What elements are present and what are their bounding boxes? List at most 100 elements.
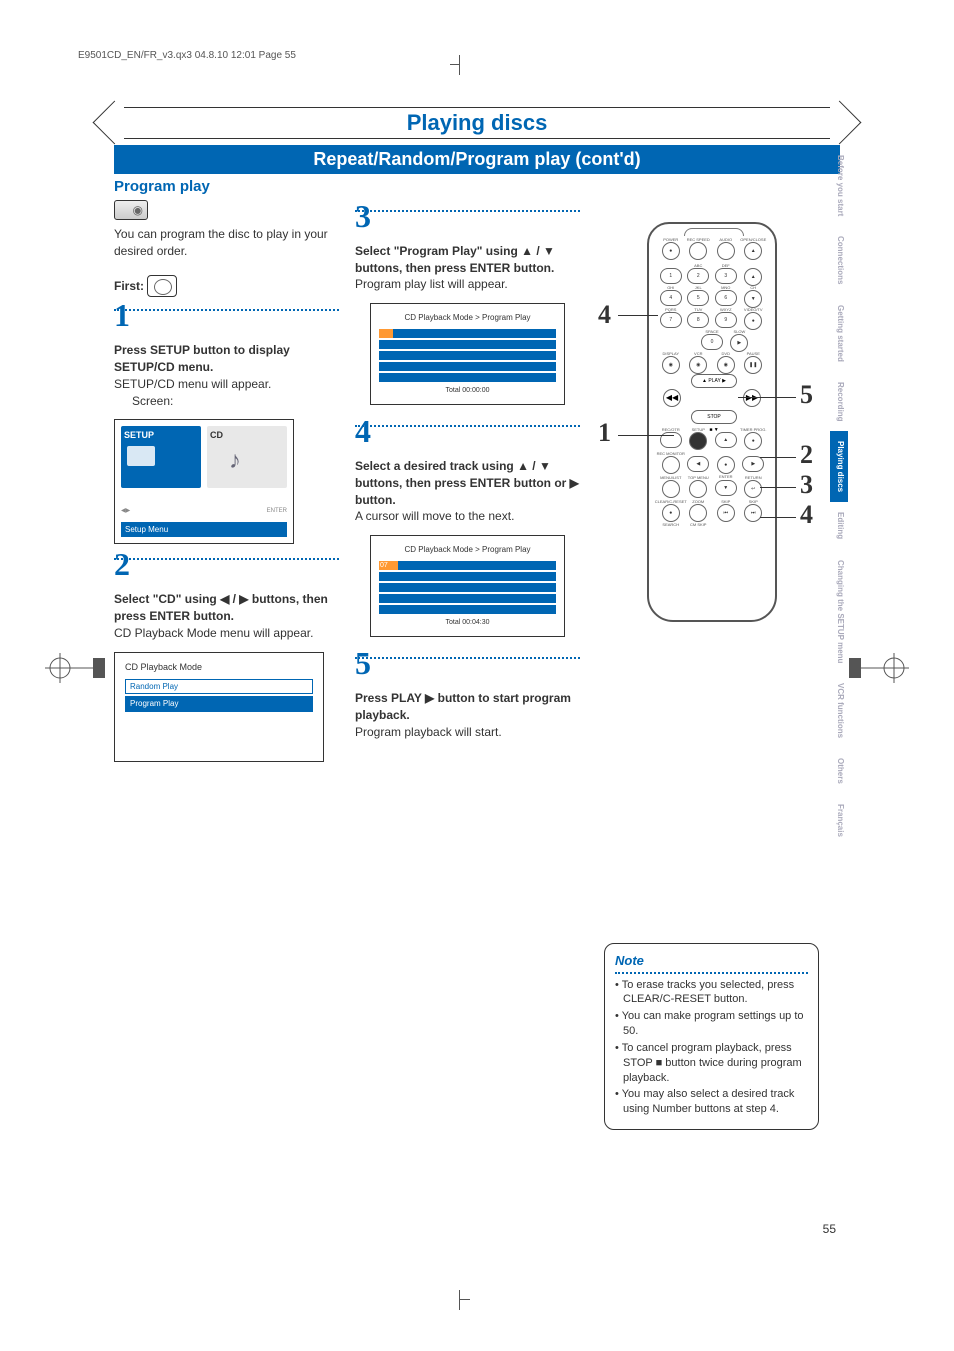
play-button: ▲ PLAY ▶ — [691, 374, 737, 388]
step-number-2: 2 — [114, 542, 339, 587]
program-screen-2: CD Playback Mode > Program Play Total 00… — [370, 535, 565, 637]
step-4-head: Select a desired track using ▲ / ▼ butto… — [355, 458, 580, 508]
step-5-head: Press PLAY ▶ button to start program pla… — [355, 690, 580, 724]
num-5: JKL5 — [687, 290, 709, 306]
timer-button: TIMER PROG.● — [744, 432, 762, 450]
callout-line — [618, 315, 658, 316]
stop-button: STOP■ ▼ — [691, 410, 737, 424]
video-tv: VIDEO/TV● — [744, 312, 762, 330]
cd-mode-item-selected: Program Play — [125, 696, 313, 711]
cd-disc-icon — [114, 200, 148, 220]
prog-row — [379, 351, 556, 360]
cd-mode-screen: CD Playback Mode Random Play Program Pla… — [114, 652, 324, 762]
step-1-body: SETUP/CD menu will appear. — [114, 376, 339, 393]
step-2-body: CD Playback Mode menu will appear. — [114, 625, 339, 642]
callout-5: 5 — [800, 380, 813, 410]
menulist: MENU/LIST — [662, 480, 680, 498]
page-header-text: E9501CD_EN/FR_v3.qx3 04.8.10 12:01 Page … — [78, 50, 296, 61]
zoom-button: ZOOMCM SKIP — [689, 504, 707, 522]
registration-mark-right — [849, 653, 909, 683]
num-2: ABC2 — [687, 268, 709, 284]
cd-tile: CD — [207, 426, 287, 488]
title-banner: Playing discs — [114, 107, 840, 139]
num-0: SPACE0 — [701, 334, 723, 350]
setup-screen-illustration: SETUP CD ◀▶ENTER Setup Menu — [114, 419, 294, 544]
main-title: Playing discs — [407, 110, 548, 136]
note-item: You may also select a desired track usin… — [615, 1087, 808, 1117]
return-button: RETURN↩ — [744, 480, 762, 498]
callout-3: 3 — [800, 470, 813, 500]
callout-4: 4 — [800, 500, 813, 530]
num-4: GHI4 — [660, 290, 682, 306]
step-number-5: 5 — [355, 641, 580, 686]
callout-1: 1 — [598, 418, 611, 448]
callout-line — [760, 517, 796, 518]
setup-tile: SETUP — [121, 426, 201, 488]
ch-down: CH▼ — [744, 290, 762, 308]
prog1-title: CD Playback Mode > Program Play — [379, 312, 556, 323]
display-button: DISPLAY◉ — [662, 356, 680, 374]
side-tab: Changing the SETUP menu — [830, 550, 848, 673]
callout-line — [760, 487, 796, 488]
num-9: WXYZ9 — [715, 312, 737, 328]
enter-button: ENTER● — [717, 456, 735, 474]
dpad: ▲ PLAY ▶ STOP■ ▼ — [689, 374, 739, 424]
slow-button: SLOW▶ — [730, 334, 748, 352]
side-tab: Getting started — [830, 295, 848, 372]
registration-mark-left — [45, 653, 105, 683]
power-button: POWER● — [662, 242, 680, 260]
side-tab: Recording — [830, 372, 848, 432]
dvd-button: DVD◉ — [717, 356, 735, 374]
rec-speed-button: REC SPEED — [689, 242, 707, 260]
note-item: To erase tracks you selected, press CLEA… — [615, 978, 808, 1008]
num-3: DEF3 — [715, 268, 737, 284]
step-3-head: Select "Program Play" using ▲ / ▼ button… — [355, 243, 580, 277]
prog2-title: CD Playback Mode > Program Play — [379, 544, 556, 555]
cd-mode-title: CD Playback Mode — [125, 661, 313, 674]
page-number: 55 — [823, 1222, 836, 1236]
audio-button: AUDIO — [717, 242, 735, 260]
dvd-button-icon — [147, 275, 177, 297]
down-arrow: ▼ — [715, 480, 737, 496]
side-tab: Others — [830, 748, 848, 794]
forward-button: ▶▶ — [743, 389, 761, 407]
num-7: PQRS7 — [660, 312, 682, 328]
side-tab: Playing discs — [830, 431, 848, 502]
side-tab: Before you start — [830, 145, 848, 226]
skip-back: SKIP⏮ — [717, 504, 735, 522]
note-title: Note — [615, 952, 808, 970]
side-tab: Connections — [830, 226, 848, 294]
pause-button: PAUSE❚❚ — [744, 356, 762, 374]
note-item: You can make program settings up to 50. — [615, 1009, 808, 1039]
up-arrow: ▲ — [715, 432, 737, 448]
callout-4-left: 4 — [598, 300, 611, 330]
step-5-body: Program playback will start. — [355, 724, 580, 741]
clear-button: CLEAR/C-RESET●SEARCH — [662, 504, 680, 522]
note-separator — [615, 972, 808, 974]
ch-up: ▲ — [744, 268, 762, 286]
prog-row — [379, 605, 556, 614]
side-tab: Français — [830, 794, 848, 847]
left-arrow: ◀ — [687, 456, 709, 472]
prog-row — [379, 340, 556, 349]
remote-illustration: POWER● REC SPEED AUDIO OPEN/CLOSE▲ 1 ABC… — [627, 222, 797, 622]
prog-row — [379, 561, 556, 570]
rec-monitor: REC MONITOR — [662, 456, 680, 474]
intro-text: You can program the disc to play in your… — [114, 226, 339, 260]
right-arrow: ▶ — [742, 456, 764, 472]
note-item: To cancel program playback, press STOP ■… — [615, 1041, 808, 1086]
section-title: Program play — [114, 178, 210, 195]
side-tab: Editing — [830, 502, 848, 549]
prog2-total: Total 00:04:30 — [379, 618, 556, 628]
num-8: TUV8 — [687, 312, 709, 328]
side-tabs: Before you startConnectionsGetting start… — [830, 145, 848, 847]
prog-row — [379, 572, 556, 581]
screen-label: Screen: — [132, 393, 339, 410]
step-number-4: 4 — [355, 409, 580, 454]
skip-fwd: SKIP⏭ — [744, 504, 762, 522]
side-tab: VCR functions — [830, 673, 848, 748]
callout-line — [760, 457, 796, 458]
step-number-1: 1 — [114, 293, 339, 338]
crop-mark-top — [450, 55, 470, 75]
open-close-button: OPEN/CLOSE▲ — [744, 242, 762, 260]
